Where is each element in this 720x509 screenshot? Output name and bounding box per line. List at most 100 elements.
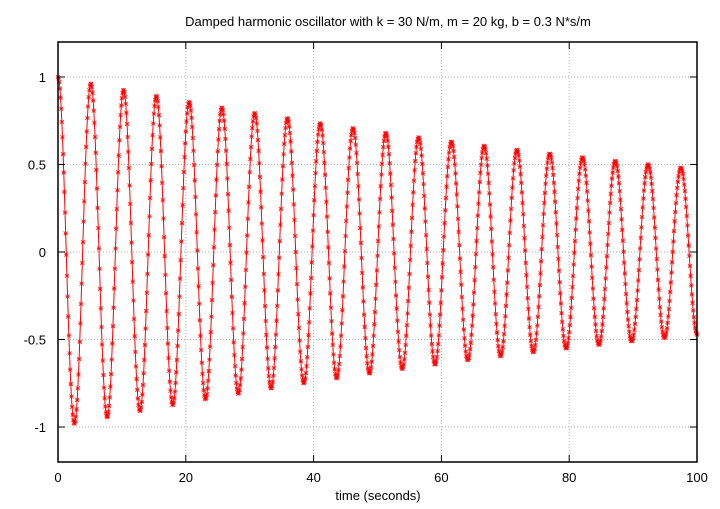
- data-point: [348, 138, 353, 144]
- data-point: [416, 135, 422, 141]
- data-point: [559, 310, 564, 316]
- data-point: [461, 327, 467, 332]
- data-point: [88, 81, 94, 87]
- data-point: [684, 213, 690, 219]
- data-point: [395, 329, 401, 335]
- data-point: [208, 329, 214, 335]
- data-point: [392, 265, 398, 271]
- chart-title: Damped harmonic oscillator with k = 30 N…: [185, 14, 591, 29]
- y-tick-label: 1: [39, 70, 46, 85]
- data-point: [84, 129, 90, 134]
- data-point: [539, 246, 545, 252]
- data-point: [396, 339, 401, 344]
- data-point: [364, 360, 370, 366]
- data-point: [320, 140, 326, 146]
- data-point: [372, 322, 377, 327]
- x-tick-label: 20: [179, 470, 193, 485]
- data-point: [132, 333, 137, 339]
- data-point: [635, 288, 640, 293]
- data-point: [690, 308, 696, 313]
- data-point: [284, 117, 290, 122]
- data-point: [513, 151, 518, 156]
- data-point: [430, 348, 435, 354]
- data-point: [288, 139, 293, 144]
- data-point: [133, 349, 138, 355]
- data-point: [92, 134, 98, 140]
- data-point: [175, 343, 180, 349]
- data-point: [255, 128, 260, 134]
- data-point: [75, 385, 81, 391]
- data-point: [556, 268, 562, 273]
- data-point: [183, 129, 189, 134]
- data-point: [598, 338, 603, 343]
- data-point: [409, 215, 415, 221]
- data-point: [545, 160, 550, 166]
- data-point: [85, 115, 90, 121]
- data-point: [200, 371, 205, 377]
- data-point: [281, 141, 287, 147]
- data-point: [511, 161, 517, 166]
- data-point: [401, 361, 406, 367]
- data-point: [565, 343, 570, 349]
- data-point: [81, 199, 87, 204]
- data-point: [126, 149, 131, 155]
- data-point: [585, 198, 591, 203]
- y-tick-label: -0.5: [24, 333, 46, 348]
- data-point: [214, 177, 219, 182]
- data-point: [569, 295, 575, 301]
- data-point: [685, 223, 690, 228]
- data-point: [575, 186, 581, 192]
- data-point: [403, 333, 409, 338]
- data-point: [568, 314, 573, 320]
- data-point: [64, 252, 69, 257]
- data-point: [655, 267, 660, 272]
- data-point: [488, 214, 493, 219]
- data-point: [468, 340, 474, 345]
- data-point: [680, 168, 685, 174]
- data-point: [324, 214, 330, 219]
- data-point: [94, 167, 99, 173]
- data-point: [203, 396, 208, 402]
- data-point: [433, 361, 438, 366]
- data-point: [101, 385, 107, 390]
- data-point: [98, 306, 104, 311]
- data-point: [367, 370, 373, 376]
- data-point: [397, 354, 403, 360]
- data-point: [266, 373, 272, 379]
- data-point: [255, 137, 261, 143]
- data-point: [431, 358, 437, 364]
- data-point: [332, 367, 337, 372]
- data-point: [434, 354, 440, 360]
- data-point: [244, 250, 249, 256]
- y-tick-label: 0.5: [28, 158, 46, 173]
- data-point: [292, 217, 297, 223]
- data-point: [617, 188, 622, 194]
- data-point: [483, 150, 489, 156]
- data-point: [243, 267, 249, 273]
- data-point: [619, 227, 625, 233]
- data-point: [518, 180, 524, 186]
- data-point: [248, 156, 253, 162]
- data-point: [541, 211, 546, 217]
- data-point: [180, 203, 185, 208]
- data-point: [402, 350, 408, 356]
- data-point: [692, 325, 698, 330]
- data-point: [531, 348, 537, 354]
- data-point: [350, 126, 356, 131]
- data-point: [200, 380, 206, 386]
- data-point: [135, 396, 141, 401]
- data-point: [148, 178, 153, 183]
- data-point: [405, 298, 411, 304]
- data-point: [375, 253, 380, 259]
- data-point: [66, 333, 72, 338]
- data-point: [561, 338, 567, 344]
- data-point: [177, 294, 182, 299]
- data-point: [412, 158, 418, 164]
- data-point: [552, 189, 557, 195]
- data-point: [418, 141, 423, 146]
- data-point: [356, 197, 362, 202]
- data-point: [319, 127, 325, 132]
- data-point: [347, 146, 353, 151]
- data-point: [345, 177, 351, 183]
- data-point: [226, 225, 232, 231]
